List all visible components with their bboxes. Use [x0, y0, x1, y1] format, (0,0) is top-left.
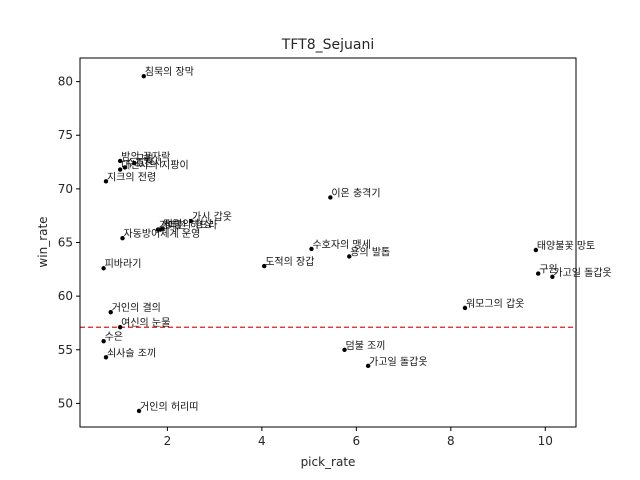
data-point-label: 구원: [135, 153, 153, 165]
data-point: [117, 158, 123, 164]
data-point: [132, 160, 137, 166]
data-point-label: 용의 발톱: [350, 246, 390, 258]
data-point-label: 가고일 돌갑옷: [553, 267, 611, 279]
data-point: [342, 347, 347, 352]
data-point-label: 수호자의 맹세: [312, 239, 370, 251]
data-point: [122, 165, 128, 170]
y-tick-label: 80: [58, 75, 73, 89]
chart-title: TFT8_Sejuani: [281, 37, 374, 53]
data-point: [328, 195, 333, 200]
data-point-label: 대천사의 지팡이: [121, 160, 189, 172]
data-point: [365, 363, 371, 369]
data-point-label: 자동방어체계 운영: [124, 228, 201, 240]
data-point: [158, 227, 163, 232]
data-point-label: 도적의 장갑: [265, 256, 314, 268]
data-point: [108, 310, 113, 315]
data-point-label: 지크의 전령: [107, 171, 156, 183]
data-point-label: 워모그의 갑옷: [466, 297, 524, 310]
y-tick-label: 50: [58, 396, 73, 410]
data-point: [141, 74, 146, 79]
data-point-label: 헌터: [161, 220, 179, 232]
data-point: [103, 355, 109, 360]
x-tick-label: 2: [164, 434, 172, 448]
x-tick-label: 4: [258, 434, 266, 448]
data-point-label: 여신의 눈물: [121, 317, 170, 329]
data-point-label: 거인의 허리띠: [140, 401, 198, 413]
data-point-label: 밤의 끝자락: [121, 151, 170, 163]
y-tick-label: 65: [58, 236, 73, 250]
data-point-label: 가고일 돌갑옷: [369, 356, 427, 368]
y-tick-label: 55: [58, 343, 73, 357]
data-point: [462, 305, 468, 311]
y-axis-title: win_rate: [36, 216, 50, 267]
data-point: [536, 271, 541, 276]
data-point-label: 침묵의 장막: [145, 66, 194, 78]
data-point: [101, 338, 106, 344]
data-point-label: 이온 충격기: [331, 186, 380, 199]
y-tick-label: 70: [58, 182, 73, 196]
data-point: [101, 266, 106, 271]
y-tick-label: 60: [58, 289, 73, 303]
data-point-label: 수호천사: [126, 157, 163, 169]
x-tick-label: 10: [538, 434, 553, 448]
data-point-label: 피바라기: [105, 258, 142, 270]
data-point: [117, 325, 123, 330]
data-point: [347, 254, 352, 259]
data-point-label: 거대한 히드라: [159, 220, 217, 232]
x-tick-label: 6: [353, 434, 361, 448]
data-point-label: 구원: [539, 264, 557, 276]
data-point-label: 태양불꽃 망토: [537, 240, 595, 252]
data-point-label: 가시 갑옷: [192, 211, 232, 223]
data-point: [533, 247, 539, 253]
data-point: [188, 218, 194, 224]
data-point: [103, 179, 109, 184]
data-point-label: 쇠사슬 조끼: [107, 347, 156, 359]
data-point: [120, 236, 125, 241]
y-tick-label: 75: [58, 128, 73, 142]
data-point: [262, 263, 267, 269]
x-axis-title: pick_rate: [301, 455, 356, 469]
data-point-label: 덤불 조끼: [346, 340, 386, 352]
data-point: [117, 167, 123, 172]
data-point: [309, 246, 314, 252]
x-tick-label: 8: [447, 434, 455, 448]
data-point-label: 수은: [105, 331, 123, 343]
data-point-label: 정령의 형상: [164, 219, 213, 231]
data-point-label: 거인의 결의: [112, 302, 161, 314]
data-point: [550, 274, 555, 280]
data-point: [136, 408, 142, 414]
